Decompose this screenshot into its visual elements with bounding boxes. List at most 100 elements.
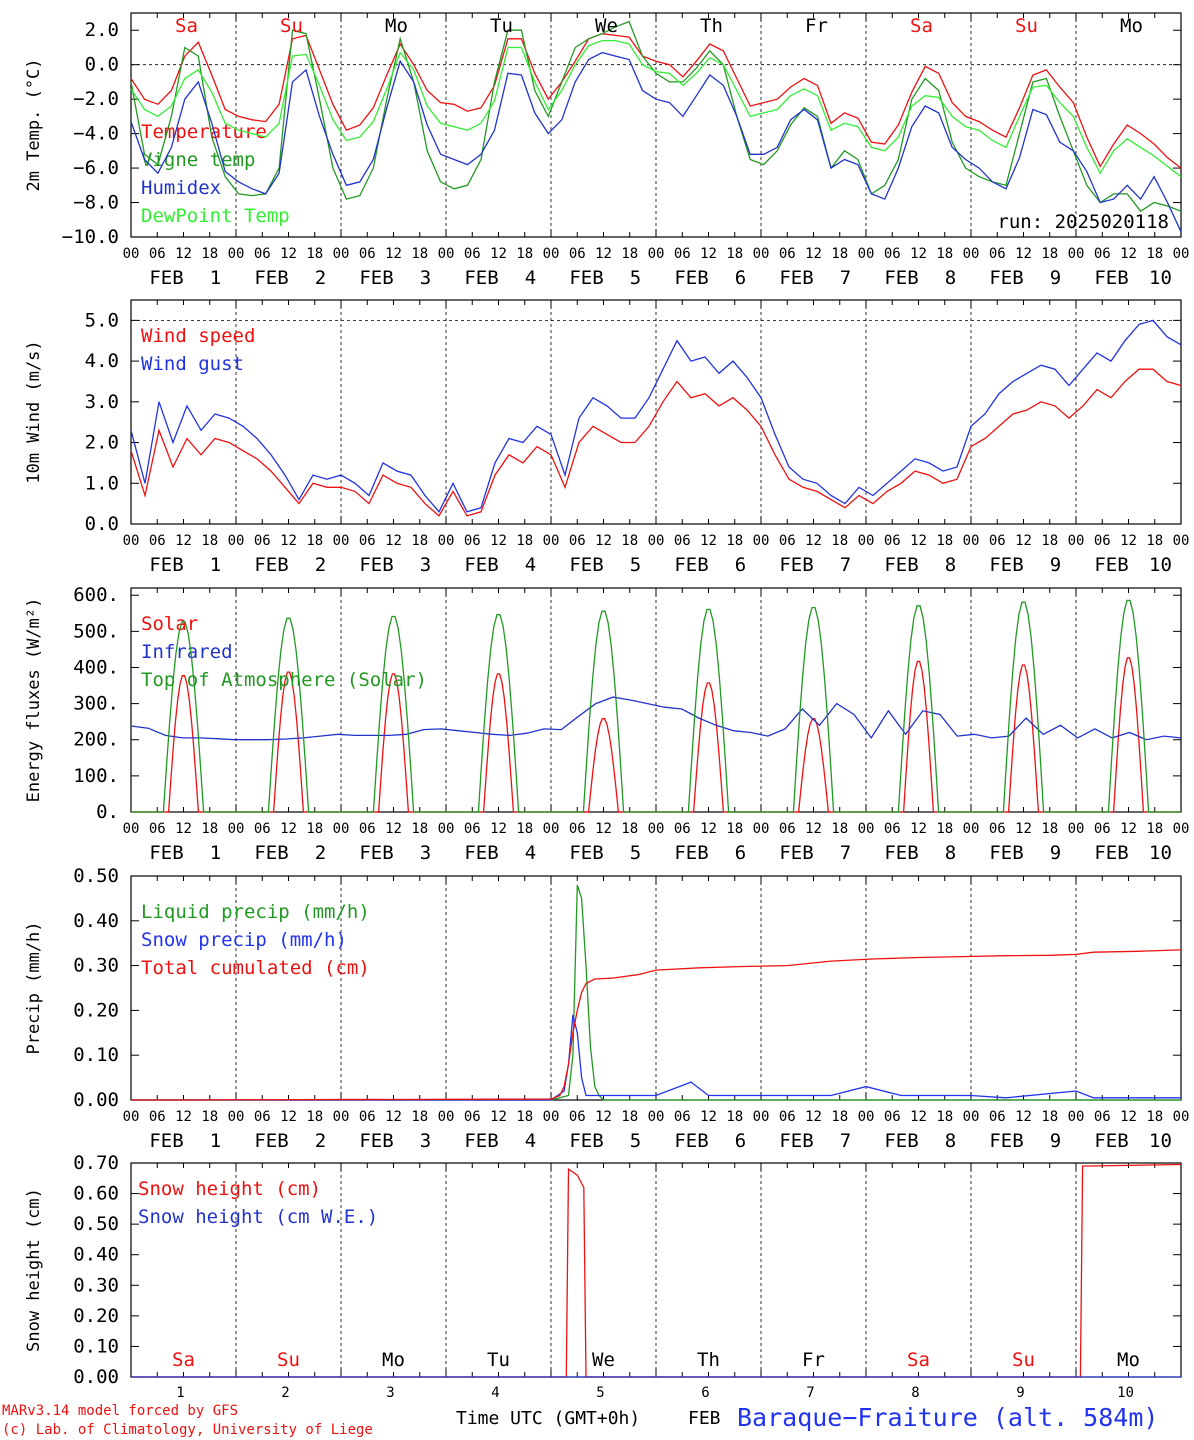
- x-hour-label: 00: [438, 1109, 455, 1125]
- x-axis-label: Time UTC (GMT+0h): [456, 1408, 640, 1429]
- x-hour-label: 00: [648, 1109, 665, 1125]
- x-date-label: 10: [1149, 267, 1172, 289]
- x-date-label: 5: [630, 267, 641, 289]
- x-hour-label: 00: [438, 533, 455, 549]
- x-hour-label: 18: [726, 246, 743, 262]
- y-axis-label: 10m Wind (m/s): [24, 340, 44, 483]
- x-hour-label: 06: [1094, 1109, 1111, 1125]
- y-tick-label: 4.0: [85, 350, 119, 372]
- y-tick-label: 0.20: [73, 1305, 119, 1327]
- y-tick-label: 3.0: [85, 391, 119, 413]
- x-hour-label: 00: [858, 1109, 875, 1125]
- x-hour-label: 18: [201, 821, 218, 837]
- x-hour-label: 18: [726, 1109, 743, 1125]
- weekday-label: Mo: [385, 15, 408, 37]
- x-month-label: FEB: [254, 267, 288, 289]
- x-date-label: 2: [315, 1130, 326, 1152]
- x-date-label: 7: [840, 267, 851, 289]
- x-hour-label: 12: [175, 821, 192, 837]
- x-date-label: 3: [420, 842, 431, 864]
- x-hour-label: 12: [595, 246, 612, 262]
- series-line-5-1: [131, 1163, 1182, 1378]
- x-month-label: FEB: [884, 1130, 918, 1152]
- x-hour-label: 06: [254, 533, 271, 549]
- x-hour-label: 12: [280, 246, 297, 262]
- x-hour-label: 12: [595, 1109, 612, 1125]
- x-date-label: 5: [630, 1130, 641, 1152]
- x-hour-label: 18: [831, 246, 848, 262]
- x-hour-label: 18: [1041, 533, 1058, 549]
- x-hour-label: 12: [490, 246, 507, 262]
- x-hour-label: 12: [1120, 821, 1137, 837]
- x-hour-label: 00: [333, 821, 350, 837]
- x-hour-label: 06: [884, 821, 901, 837]
- x-hour-label: 00: [1173, 533, 1190, 549]
- x-date-label: 3: [420, 554, 431, 576]
- weekday-label: Tu: [487, 1349, 510, 1371]
- y-tick-label: −6.0: [73, 157, 119, 179]
- x-date-label: 10: [1149, 554, 1172, 576]
- y-tick-label: 0.20: [73, 999, 119, 1021]
- weekday-label: Fr: [805, 15, 828, 37]
- legend-entry: Snow height (cm W.E.): [138, 1206, 378, 1228]
- x-hour-label: 18: [936, 1109, 953, 1125]
- x-hour-label: 06: [989, 821, 1006, 837]
- x-date-label: 2: [315, 554, 326, 576]
- legend-entry: Humidex: [141, 177, 221, 199]
- x-hour-label: 12: [805, 1109, 822, 1125]
- x-hour-label: 00: [963, 821, 980, 837]
- weekday-label: Sa: [910, 15, 933, 37]
- x-hour-label: 18: [936, 246, 953, 262]
- x-date-label: 5: [630, 554, 641, 576]
- bottom-date-label: 8: [911, 1385, 919, 1401]
- x-date-label: 10: [1149, 1130, 1172, 1152]
- x-date-label: 4: [525, 1130, 536, 1152]
- x-month-label: FEB: [359, 842, 393, 864]
- y-axis-label: 2m Temp. (°C): [24, 58, 44, 191]
- x-hour-label: 18: [1041, 246, 1058, 262]
- x-date-label: 1: [210, 554, 221, 576]
- x-hour-label: 06: [1094, 821, 1111, 837]
- x-date-label: 9: [1050, 1130, 1061, 1152]
- weekday-label: Th: [697, 1349, 720, 1371]
- x-hour-label: 06: [569, 533, 586, 549]
- x-month-label: FEB: [149, 1130, 183, 1152]
- x-date-label: 3: [420, 267, 431, 289]
- x-month-label: FEB: [569, 1130, 603, 1152]
- x-date-label: 4: [525, 267, 536, 289]
- bottom-date-label: 5: [596, 1385, 604, 1401]
- x-hour-label: 12: [1015, 821, 1032, 837]
- x-month-label: FEB: [254, 554, 288, 576]
- chart-panel-4: 0.00 0.10 0.20 0.30 0.40 0.50 Precip (mm/h) Liq…: [24, 865, 1189, 1152]
- x-hour-label: 12: [700, 1109, 717, 1125]
- x-month-label: FEB: [569, 554, 603, 576]
- x-hour-label: 00: [1068, 246, 1085, 262]
- series-line-1-4: [130, 39, 1182, 178]
- x-hour-label: 12: [910, 533, 927, 549]
- x-hour-label: 06: [674, 821, 691, 837]
- x-hour-label: 00: [753, 533, 770, 549]
- series-line-1-2: [130, 20, 1182, 213]
- y-tick-label: 2.0: [85, 19, 119, 41]
- x-hour-label: 00: [333, 1109, 350, 1125]
- legend-entry: Solar: [141, 613, 198, 635]
- x-hour-label: 12: [700, 246, 717, 262]
- x-hour-label: 18: [201, 533, 218, 549]
- series-line-2-2: [130, 319, 1182, 513]
- x-hour-label: 18: [621, 821, 638, 837]
- y-tick-label: 0.30: [73, 955, 119, 977]
- x-hour-label: 06: [779, 1109, 796, 1125]
- legend-entry: DewPoint Temp: [141, 205, 290, 227]
- x-hour-label: 18: [831, 821, 848, 837]
- weekday-label: We: [592, 1349, 615, 1371]
- x-hour-label: 18: [306, 246, 323, 262]
- legend-entry: Top of Atmosphere (Solar): [141, 669, 427, 691]
- series-line-3-2: [130, 696, 1182, 741]
- credit-line-1: MARv3.14 model forced by GFS: [2, 1403, 238, 1419]
- weekday-label: Su: [1015, 15, 1038, 37]
- weekday-label: Sa: [907, 1349, 930, 1371]
- x-hour-label: 00: [123, 246, 140, 262]
- x-hour-label: 06: [884, 533, 901, 549]
- x-month-label: FEB: [884, 267, 918, 289]
- y-tick-label: 0.10: [73, 1335, 119, 1357]
